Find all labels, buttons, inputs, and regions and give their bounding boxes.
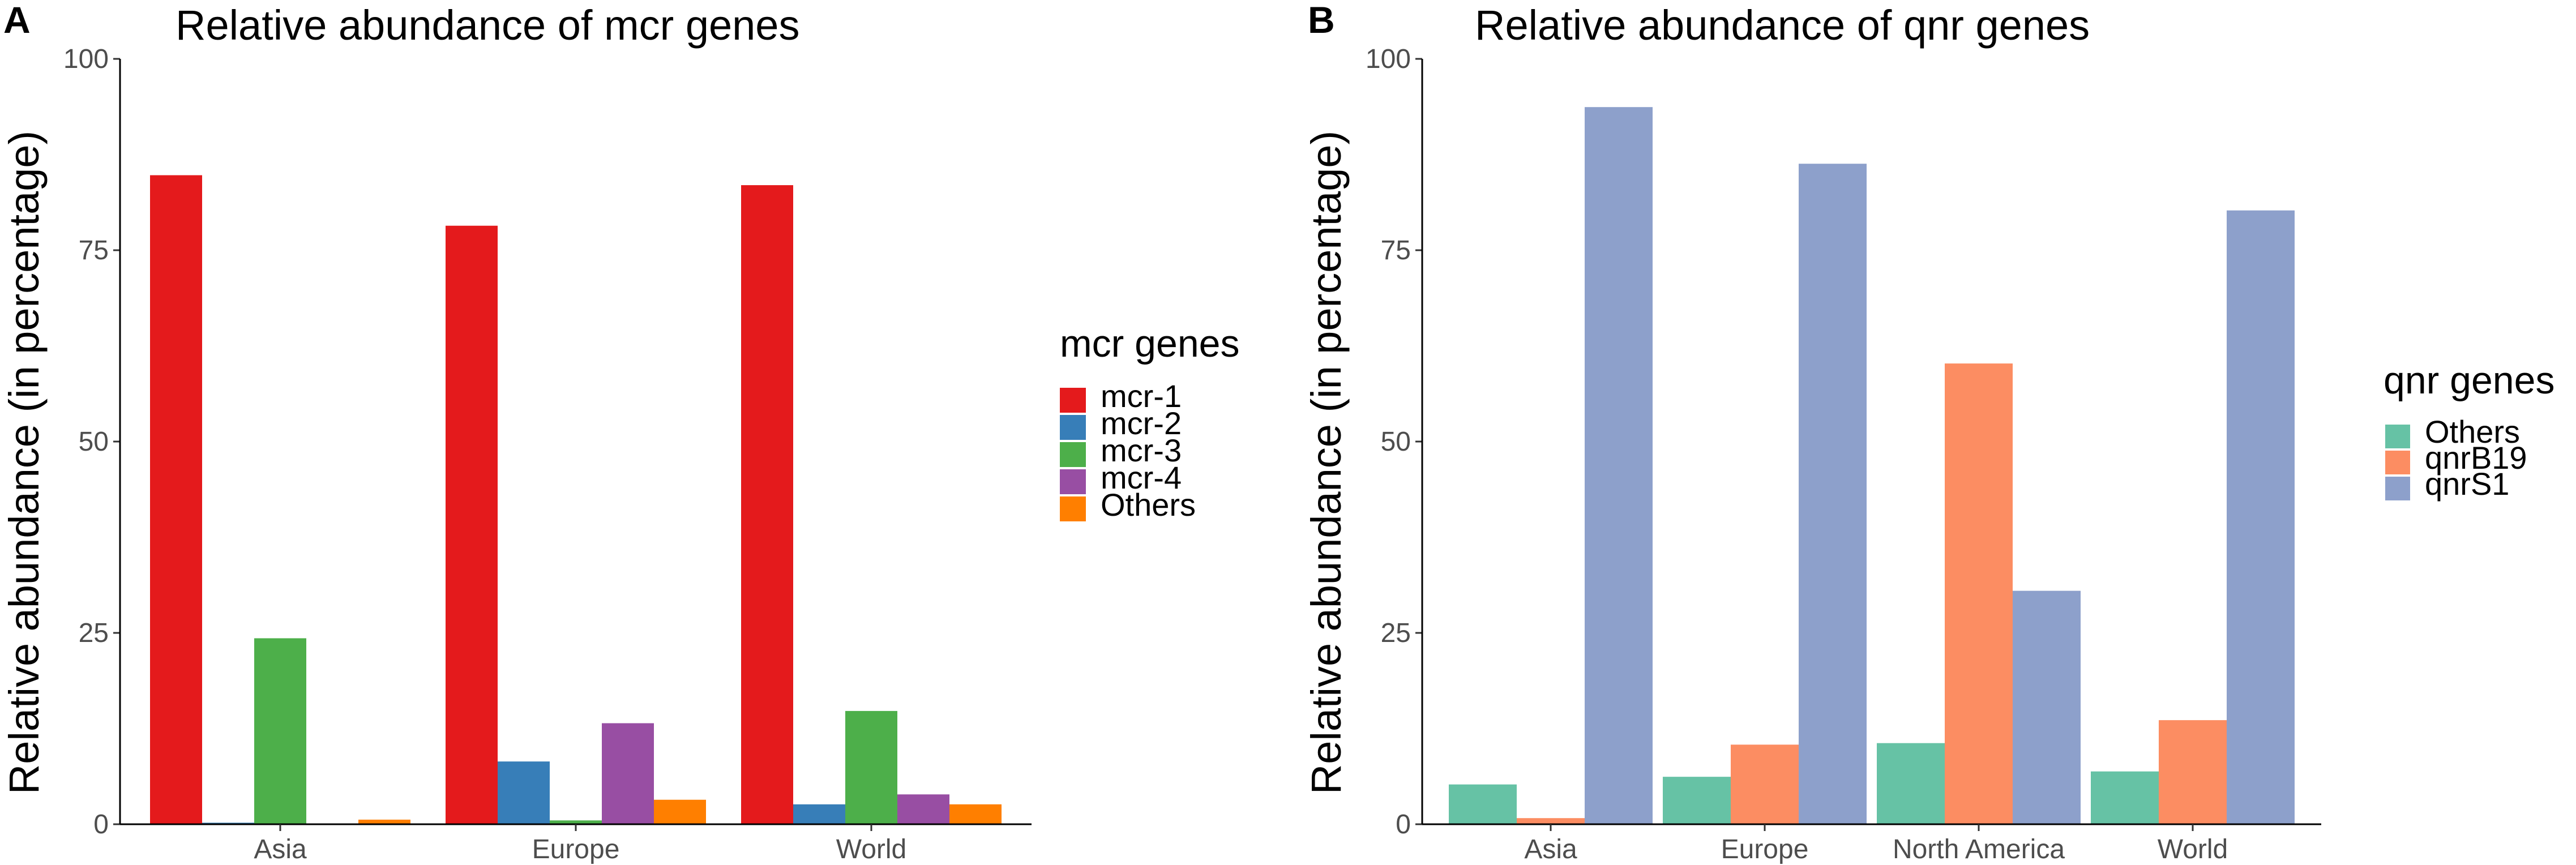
legend-label: mcr-1 (1101, 378, 1182, 414)
x-tick-label: North America (1893, 834, 2065, 864)
bar-europe-mcr-4 (602, 723, 654, 824)
bars-a (150, 175, 1002, 825)
y-axis-ticks-a: 0 25 50 75 100 (63, 44, 121, 840)
y-tick-label: 100 (1366, 44, 1411, 74)
bar-world-mcr-3 (845, 710, 897, 824)
legend-swatch (1060, 496, 1086, 521)
x-tick-label: World (2158, 834, 2228, 864)
y-tick-label: 25 (1381, 618, 1411, 648)
bar-world-mcr-1 (741, 185, 793, 825)
panel-label-a: A (3, 0, 31, 41)
bar-world-others (2091, 771, 2159, 824)
bar-europe-mcr-2 (498, 761, 550, 824)
bar-asia-mcr-3 (254, 638, 306, 824)
x-tick-label: World (836, 834, 906, 864)
x-tick-label: Europe (532, 834, 620, 864)
y-tick-label: 50 (79, 427, 109, 457)
bar-europe-others (654, 799, 706, 824)
chart-title-b: Relative abundance of qnr genes (1475, 2, 2090, 49)
bar-north-america-others (1877, 743, 1945, 824)
bar-asia-qnrs1 (1585, 107, 1653, 824)
y-tick-label: 0 (93, 810, 109, 840)
y-tick-label: 75 (1381, 235, 1411, 266)
bar-europe-others (1663, 777, 1731, 824)
legend-label: Others (1101, 487, 1196, 523)
y-tick-label: 100 (63, 44, 109, 74)
y-axis-label-b: Relative abundance (in percentage) (1303, 131, 1350, 794)
y-axis-ticks-b: 0 25 50 75 100 (1366, 44, 1423, 840)
bar-north-america-qnrs1 (2013, 590, 2081, 824)
legend-label: mcr-2 (1101, 405, 1182, 441)
bar-world-mcr-4 (897, 794, 949, 824)
legend-swatch (1060, 388, 1086, 413)
legend-swatch (1060, 415, 1086, 440)
y-tick-label: 25 (79, 618, 109, 648)
legend-label: qnrS1 (2425, 466, 2509, 502)
chart-panel-a: A Relative abundance of mcr genes Relati… (1, 0, 1239, 864)
bar-asia-mcr-1 (150, 175, 202, 824)
bar-world-mcr-2 (793, 804, 845, 824)
legend-swatch (2385, 425, 2410, 448)
bar-asia-qnrb19 (1517, 818, 1585, 824)
legend-swatch (2385, 477, 2410, 500)
legend-label: Others (2425, 414, 2520, 449)
y-axis-label-a: Relative abundance (in percentage) (1, 131, 48, 794)
y-tick-label: 75 (79, 235, 109, 266)
bar-asia-others (1449, 784, 1517, 824)
chart-title-a: Relative abundance of mcr genes (176, 2, 799, 49)
legend-swatch (1060, 469, 1086, 494)
x-axis-ticks-a: Asia Europe World (254, 824, 906, 864)
y-tick-label: 50 (1381, 427, 1411, 457)
bar-europe-mcr-1 (446, 225, 498, 825)
x-tick-label: Europe (1721, 834, 1809, 864)
legend-label: mcr-3 (1101, 432, 1182, 468)
legend-title-b: qnr genes (2384, 359, 2554, 402)
chart-panel-b: B Relative abundance of qnr genes Relati… (1303, 0, 2554, 864)
bar-asia-others (358, 819, 410, 824)
y-tick-label: 0 (1396, 810, 1411, 840)
bar-world-qnrb19 (2159, 720, 2227, 824)
legend-swatch (2385, 451, 2410, 474)
bar-world-qnrs1 (2227, 210, 2295, 824)
x-axis-ticks-b: Asia Europe North America World (1524, 824, 2228, 864)
bars-b (1449, 107, 2295, 824)
panel-label-b: B (1308, 0, 1335, 41)
legend-label: qnrB19 (2425, 440, 2527, 476)
bar-europe-qnrs1 (1799, 164, 1867, 824)
bar-world-others (949, 804, 1002, 824)
legend-swatch (1060, 442, 1086, 467)
bar-north-america-qnrb19 (1945, 363, 2013, 824)
x-tick-label: Asia (254, 834, 307, 864)
legend-title-a: mcr genes (1060, 322, 1239, 365)
bar-europe-mcr-3 (550, 820, 602, 824)
legend-label: mcr-4 (1101, 460, 1182, 495)
bar-europe-qnrb19 (1731, 744, 1799, 824)
x-tick-label: Asia (1524, 834, 1577, 864)
